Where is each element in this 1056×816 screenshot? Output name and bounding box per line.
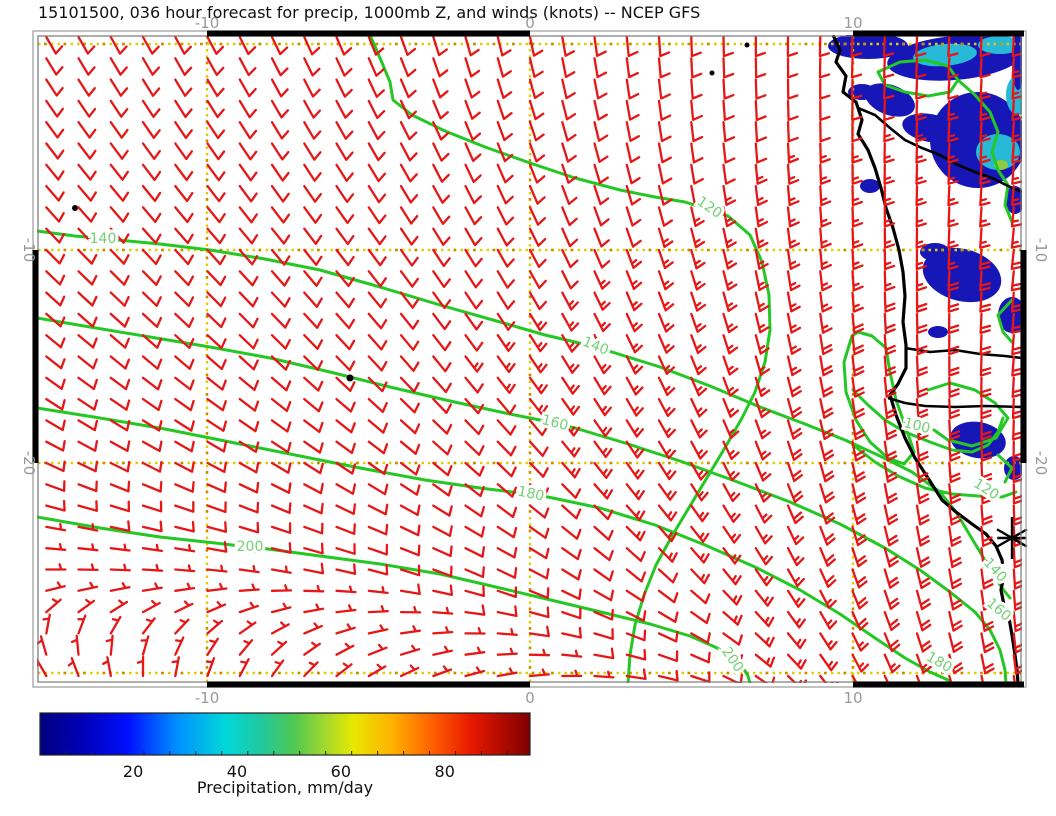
colorbar-caption: Precipitation, mm/day [197, 778, 373, 797]
precip-blob [828, 35, 908, 59]
axis-tick-labels: -10 -10 0 0 10 10 -10 -10 -20 -20 [20, 14, 1050, 707]
x-tick-label: 10 [843, 689, 862, 707]
colorbar: 20 40 60 80 [39, 712, 531, 781]
island-dot [744, 42, 750, 48]
wind-barb-layer [37, 35, 1022, 683]
height-contour-180 [37, 406, 954, 683]
y-tick-label: -20 [20, 451, 38, 476]
height-contour-0 [926, 381, 1010, 448]
height-contour-0 [876, 58, 960, 98]
y-tick-label: -10 [20, 238, 38, 263]
precip-blob [848, 84, 876, 100]
island-dot [709, 70, 715, 76]
x-tick-label: 0 [525, 14, 535, 32]
x-tick-label: 10 [843, 14, 862, 32]
height-contour-160 [37, 316, 1008, 683]
coastline [831, 35, 1020, 683]
precip-blob [860, 179, 880, 193]
precip-blob [920, 243, 950, 261]
contour-label: 200 [718, 644, 746, 675]
x-tick-label: -10 [195, 14, 220, 32]
station-asterisk-marker [996, 517, 1028, 559]
border-line [887, 396, 1022, 409]
height-contour-140 [37, 229, 1012, 600]
height-contour-200 [37, 515, 752, 683]
contour-label: 120 [971, 476, 1002, 504]
gridline-layer [38, 36, 1021, 683]
marker-layer [996, 517, 1028, 559]
height-contour-0 [956, 78, 1014, 224]
colorbar-gradient [39, 712, 531, 756]
height-contour-120 [368, 35, 772, 683]
contour-label: 140 [90, 231, 117, 247]
height-contour-120 [851, 443, 1018, 499]
map-frame [32, 30, 1027, 688]
contour-label: 200 [237, 539, 264, 555]
colorbar-tick-label: 60 [331, 762, 351, 781]
height-contour-0 [996, 453, 1014, 484]
height-contour-layer [37, 35, 1018, 683]
island-dot [346, 374, 354, 382]
y-tick-label: -10 [1032, 238, 1050, 263]
figure-title: 15101500, 036 hour forecast for precip, … [38, 3, 701, 22]
y-tick-label: -20 [1032, 451, 1050, 476]
contour-label: 180 [516, 483, 545, 504]
precip-blob [950, 421, 1006, 459]
x-tick-label: -10 [195, 689, 220, 707]
colorbar-tick-label: 40 [227, 762, 247, 781]
colorbar-tick-label: 20 [123, 762, 143, 781]
precip-blob [928, 326, 948, 338]
island-dot [72, 205, 78, 211]
height-contour-0 [842, 330, 916, 466]
colorbar-tick-label: 80 [435, 762, 455, 781]
contour-label: 120 [694, 194, 725, 222]
height-contour-0 [996, 298, 1014, 344]
contour-label: 140 [580, 334, 611, 359]
x-tick-label: 0 [525, 689, 535, 707]
